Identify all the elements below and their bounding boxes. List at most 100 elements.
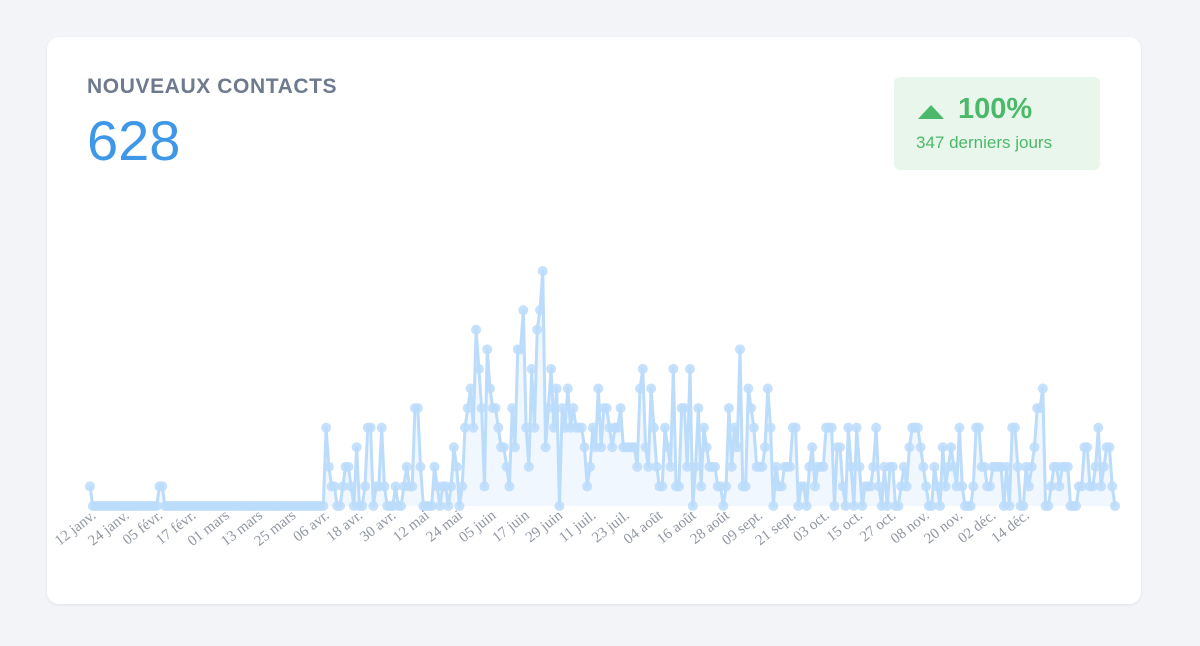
data-point <box>357 501 368 511</box>
data-point <box>535 305 545 316</box>
data-point <box>718 501 729 511</box>
data-point <box>485 383 495 394</box>
data-point <box>985 481 995 492</box>
data-point <box>757 461 768 472</box>
data-point <box>954 422 965 433</box>
data-point <box>579 442 590 453</box>
data-point <box>1010 422 1020 433</box>
data-point <box>887 461 898 472</box>
data-point <box>746 403 757 414</box>
data-point <box>407 481 418 492</box>
data-point <box>793 501 804 511</box>
data-point <box>882 501 893 511</box>
data-point <box>554 501 565 511</box>
data-point <box>510 442 520 453</box>
data-point <box>790 422 801 433</box>
data-point <box>515 344 526 355</box>
data-point <box>429 461 440 472</box>
data-point <box>390 481 401 492</box>
data-point <box>451 461 462 472</box>
data-point <box>946 442 957 453</box>
data-point <box>1026 461 1037 472</box>
data-point <box>762 383 773 394</box>
data-point <box>376 422 387 433</box>
data-point <box>443 501 454 511</box>
x-tick-label: 14 déc. <box>989 508 1033 547</box>
data-point <box>748 422 759 433</box>
data-point <box>1035 403 1045 414</box>
data-point <box>1096 481 1107 492</box>
trend-percent: 100% <box>958 93 1033 125</box>
data-point <box>479 481 490 492</box>
data-point <box>351 442 362 453</box>
x-tick-label: 24 mai <box>424 508 466 546</box>
data-point <box>526 363 537 374</box>
data-point <box>518 305 529 316</box>
data-point <box>379 481 390 492</box>
data-point <box>698 422 709 433</box>
data-point <box>318 501 329 511</box>
data-point <box>540 442 551 453</box>
data-point <box>785 461 795 472</box>
data-point <box>498 442 509 453</box>
data-point <box>482 344 493 355</box>
data-point <box>760 442 770 453</box>
data-point <box>840 501 851 511</box>
data-point <box>710 461 720 472</box>
data-point <box>732 442 743 453</box>
data-point <box>835 442 845 453</box>
data-point <box>696 481 707 492</box>
data-point <box>857 501 868 511</box>
data-point <box>493 422 504 433</box>
x-tick-label: 11 juil. <box>556 508 599 546</box>
data-point <box>948 461 959 472</box>
data-point <box>1071 501 1082 511</box>
x-tick-label: 17 juin <box>490 507 533 546</box>
data-point <box>904 442 915 453</box>
x-tick-label: 29 juin <box>523 507 566 546</box>
data-point <box>679 403 690 414</box>
data-point <box>973 422 984 433</box>
data-point <box>582 481 593 492</box>
data-point <box>865 481 876 492</box>
data-point <box>848 501 859 511</box>
data-point <box>157 481 168 492</box>
data-point <box>615 403 626 414</box>
data-point <box>151 501 162 511</box>
data-point <box>926 501 937 511</box>
data-point <box>1023 481 1034 492</box>
data-point <box>935 501 945 511</box>
data-point <box>765 422 776 433</box>
data-point <box>640 442 651 453</box>
data-point <box>893 501 904 511</box>
data-point <box>965 501 976 511</box>
data-point <box>729 422 740 433</box>
data-point <box>460 422 470 433</box>
data-point <box>612 422 623 433</box>
data-point <box>807 442 818 453</box>
data-point <box>501 461 512 472</box>
data-point <box>921 481 932 492</box>
data-point <box>1012 461 1023 472</box>
data-point <box>643 461 654 472</box>
data-point <box>837 481 848 492</box>
data-point <box>648 422 659 433</box>
data-point <box>1004 501 1015 511</box>
data-point <box>1098 461 1109 472</box>
data-point <box>979 461 990 472</box>
data-point <box>557 403 568 414</box>
data-point <box>593 383 604 394</box>
data-point <box>321 422 332 433</box>
data-point <box>690 461 701 472</box>
data-point <box>693 403 704 414</box>
arrow-up-icon <box>918 105 944 119</box>
new-contacts-card: NOUVEAUX CONTACTS 628 100% 347 derniers … <box>47 37 1141 604</box>
data-point <box>898 461 909 472</box>
data-point <box>587 422 598 433</box>
data-point <box>771 461 782 472</box>
contacts-chart: 12 janv.24 janv.05 févr.17 févr.01 mars1… <box>52 266 1120 550</box>
data-point <box>607 442 618 453</box>
data-point <box>1082 442 1093 453</box>
data-point <box>846 461 857 472</box>
x-tick-label: 05 juin <box>456 507 499 546</box>
